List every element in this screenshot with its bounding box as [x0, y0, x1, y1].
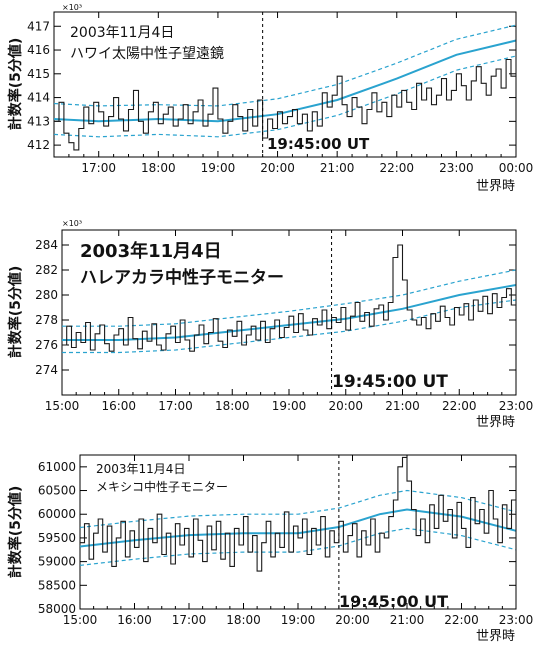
- marker-label: 19:45:00 UT: [332, 372, 448, 392]
- y-tick-label: 284: [35, 238, 58, 252]
- chart-mexico: 15:00 16:00 17:00 18:00 19:00 20:00 21:00 22:00…: [7, 454, 533, 644]
- x-tick-label: 17:00: [158, 399, 193, 413]
- x-tick-label: 23:00: [499, 613, 534, 627]
- x-tick-label: 23:00: [499, 399, 534, 413]
- measured-series: [54, 19, 517, 151]
- x-tick-label: 16:00: [117, 613, 152, 627]
- fit-curve: [62, 284, 517, 341]
- measured-step-line: [80, 456, 517, 572]
- x-tick-label: 18:00: [215, 399, 250, 413]
- y-tick-label: 59500: [38, 531, 76, 545]
- chart-title: 2003年11月4日: [80, 240, 222, 262]
- y-tick-label: 58500: [38, 578, 76, 592]
- y-tick-label: 60500: [38, 484, 76, 498]
- y-multiplier: ×10³: [62, 3, 82, 12]
- y-tick-label: 276: [35, 338, 58, 352]
- measured-series: [62, 244, 517, 352]
- x-tick-label: 22:00: [444, 613, 479, 627]
- y-tick-label: 416: [27, 43, 50, 57]
- x-axis-label: 世界時: [476, 629, 515, 644]
- y-tick-label: 412: [27, 138, 50, 152]
- y-tick-label: 278: [35, 313, 58, 327]
- measured-series: [80, 456, 517, 572]
- x-axis-label: 世界時: [476, 179, 515, 194]
- x-tick-label: 18:00: [226, 613, 261, 627]
- plot-frame: [53, 11, 517, 158]
- confidence-band: [53, 55, 517, 138]
- x-tick-label: 20:00: [328, 399, 363, 413]
- chart-haleakala: 15:00 16:00 17:00 18:00 19:00 20:00 21:00 22:00…: [7, 219, 533, 430]
- chart-title: 2003年11月4日: [70, 25, 174, 41]
- y-multiplier: ×10³: [62, 219, 82, 228]
- y-tick-label: 414: [27, 91, 50, 105]
- x-tick-label: 23:00: [439, 161, 474, 175]
- x-tick-label: 17:00: [172, 613, 207, 627]
- fit-line: [62, 284, 517, 341]
- y-tick-label: 58000: [38, 602, 76, 616]
- y-tick-label: 274: [35, 363, 58, 377]
- confidence-band: [79, 527, 517, 566]
- x-tick-label: 20:00: [335, 613, 370, 627]
- x-tick-label: 17:00: [81, 161, 116, 175]
- x-tick-label: 19:00: [272, 399, 307, 413]
- y-tick-label: 282: [35, 263, 58, 277]
- y-axis-label: 計数率(5分値): [7, 486, 24, 579]
- x-tick-label: 20:00: [260, 161, 295, 175]
- y-tick-label: 61000: [38, 460, 76, 474]
- x-tick-label: 19:00: [281, 613, 316, 627]
- measured-step-line: [62, 244, 517, 352]
- measured-step-line: [54, 19, 517, 151]
- x-tick-label: 22:00: [379, 161, 414, 175]
- chart-subtitle: ハレアカラ中性子モニター: [80, 267, 284, 288]
- x-tick-label: 19:00: [201, 161, 236, 175]
- y-axis-label: 計数率(5分値): [7, 266, 24, 359]
- x-tick-label: 21:00: [385, 399, 420, 413]
- x-tick-label: 21:00: [390, 613, 425, 627]
- y-axis-label: 計数率(5分値): [7, 38, 24, 131]
- x-tick-label: 22:00: [442, 399, 477, 413]
- chart-subtitle: メキシコ中性子モニター: [96, 479, 228, 494]
- x-tick-label: 00:00: [499, 161, 534, 175]
- confidence-band: [79, 489, 517, 529]
- x-tick-label: 18:00: [141, 161, 176, 175]
- y-tick-label: 59000: [38, 555, 76, 569]
- axis-ticks: 15:00 16:00 17:00 18:00 19:00 20:00 21:00 22:00…: [38, 455, 533, 627]
- y-tick-label: 417: [27, 19, 50, 33]
- y-tick-label: 415: [27, 67, 50, 81]
- axis-ticks: 17:00 18:00 19:00 20:00 21:00 22:00 23:00 00:00…: [27, 12, 533, 175]
- x-tick-label: 16:00: [101, 399, 136, 413]
- confidence-band: [62, 269, 517, 327]
- x-tick-label: 15:00: [45, 399, 80, 413]
- axis-ticks: 15:00 16:00 17:00 18:00 19:00 20:00 21:00 22:00…: [35, 230, 533, 413]
- chart-hawaii: 17:00 18:00 19:00 20:00 21:00 22:00 23:00 00:00…: [7, 3, 533, 194]
- x-axis-label: 世界時: [476, 415, 515, 430]
- band-lines: [79, 489, 517, 566]
- y-tick-label: 280: [35, 288, 58, 302]
- y-tick-label: 60000: [38, 507, 76, 521]
- x-tick-label: 15:00: [63, 613, 98, 627]
- x-tick-label: 21:00: [320, 161, 355, 175]
- y-tick-label: 413: [27, 114, 50, 128]
- chart-subtitle: ハワイ太陽中性子望遠鏡: [70, 46, 224, 62]
- marker-label: 19:45:00 UT: [339, 592, 448, 611]
- marker-label: 19:45:00 UT: [267, 135, 370, 153]
- chart-title: 2003年11月4日: [96, 462, 185, 476]
